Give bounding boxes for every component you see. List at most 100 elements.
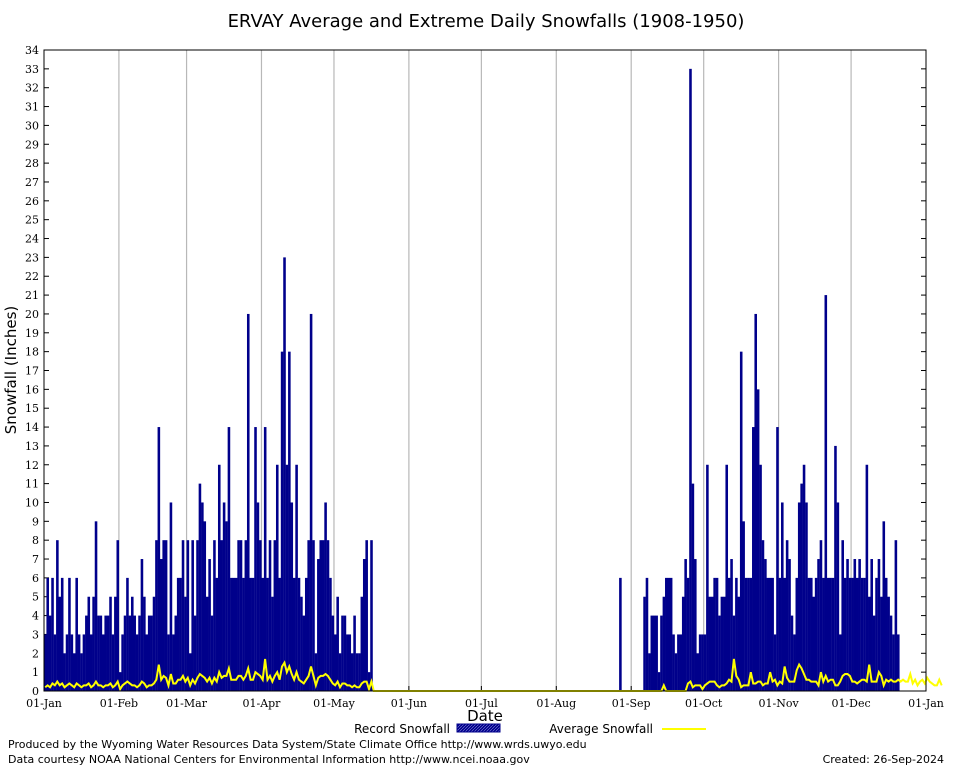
record-snowfall-bar: [85, 615, 88, 691]
record-snowfall-bar: [251, 577, 255, 691]
record-snowfall-bar: [295, 464, 298, 691]
record-snowfall-bar: [87, 596, 91, 691]
x-tick-label: 01-Apr: [242, 697, 281, 710]
record-snowfall-bar: [810, 577, 813, 691]
record-snowfall-bar: [312, 540, 315, 691]
record-snowfall-bar: [97, 615, 100, 691]
y-tick-label: 4: [32, 610, 39, 623]
record-snowfall-bar: [643, 596, 646, 691]
y-tick-label: 32: [25, 82, 39, 95]
record-snowfall-bar: [814, 577, 818, 691]
record-snowfall-bar: [669, 577, 673, 691]
record-snowfall-bar: [123, 615, 127, 691]
record-snowfall-bar: [701, 634, 704, 691]
record-snowfall-bar: [882, 521, 886, 691]
record-snowfall-bar: [713, 577, 716, 691]
y-tick-label: 9: [32, 515, 39, 528]
record-snowfall-bar: [718, 615, 721, 691]
record-snowfall-bar: [778, 577, 782, 691]
legend-record-swatch: [456, 723, 501, 733]
record-snowfall-bar: [768, 577, 772, 691]
record-snowfall-bar: [812, 596, 815, 691]
record-snowfall-bar: [94, 521, 98, 691]
record-snowfall-bar: [662, 596, 666, 691]
y-tick-label: 31: [25, 101, 39, 114]
record-snowfall-bar: [232, 577, 236, 691]
record-snowfall-bar: [213, 540, 216, 691]
record-snowfall-bar: [259, 540, 262, 691]
record-snowfall-bar: [863, 577, 866, 691]
record-snowfall-bar: [843, 577, 847, 691]
record-snowfall-bar: [58, 596, 62, 691]
record-snowfall-bar: [735, 577, 738, 691]
y-tick-label: 20: [25, 308, 39, 321]
record-snowfall-bar: [73, 653, 76, 691]
record-snowfall-bar: [215, 577, 219, 691]
y-tick-label: 23: [25, 251, 39, 264]
record-snowfall-bar: [114, 596, 117, 691]
record-snowfall-bar: [790, 615, 794, 691]
y-tick-label: 7: [32, 553, 39, 566]
record-snowfall-bar: [186, 540, 190, 691]
y-tick-label: 5: [32, 591, 39, 604]
record-snowfall-bar: [68, 577, 71, 691]
y-tick-label: 24: [25, 233, 39, 246]
record-snowfall-bar: [147, 615, 151, 691]
record-snowfall-bar: [696, 653, 700, 691]
record-snowfall-bar: [242, 577, 245, 691]
x-tick-label: 01-Nov: [759, 697, 800, 710]
y-tick-label: 21: [25, 289, 39, 302]
record-snowfall-bar: [278, 577, 281, 691]
record-snowfall-bar: [679, 634, 683, 691]
x-axis-ticks: 01-Jan 01-Feb 01-Mar 01-Apr 01-May 01-Jun 01-J…: [26, 686, 944, 710]
record-snowfall-bar: [302, 615, 306, 691]
record-snowfall-bar: [249, 577, 252, 691]
record-snowfall-bar: [698, 634, 702, 691]
record-snowfall-bar: [203, 521, 207, 691]
record-snowfall-bar: [887, 596, 890, 691]
record-snowfall-bar: [839, 634, 842, 691]
record-snowfall-bar: [689, 68, 692, 692]
record-snowfall-bar: [336, 596, 339, 691]
record-snowfall-bar: [75, 577, 78, 691]
record-snowfall-bar: [817, 559, 820, 691]
record-snowfall-bar: [836, 502, 840, 691]
record-snowfall-bar: [348, 634, 352, 691]
record-snowfall-bar: [865, 464, 869, 691]
record-snowfall-bar: [201, 502, 204, 691]
record-snowfall-bar: [795, 577, 799, 691]
record-snowfall-bar: [210, 615, 214, 691]
record-snowfall-bar: [275, 464, 279, 691]
record-snowfall-bar: [759, 464, 762, 691]
record-snowfall-bar: [162, 540, 165, 691]
y-tick-label: 14: [25, 421, 39, 434]
record-snowfall-bar: [280, 351, 284, 691]
y-tick-label: 16: [25, 383, 39, 396]
record-snowfall-bar: [686, 577, 690, 691]
record-snowfall-bar: [145, 634, 149, 691]
record-snowfall-bar: [730, 559, 733, 691]
record-snowfall-bar: [135, 634, 139, 691]
record-snowfall-bar: [198, 483, 202, 691]
y-tick-label: 12: [25, 459, 39, 472]
record-snowfall-bar: [652, 615, 656, 691]
legend: Record Snowfall Average Snowfall: [354, 722, 706, 736]
x-tick-label: 01-Aug: [536, 697, 576, 710]
record-snowfall-bar: [848, 577, 852, 691]
record-snowfall-bar: [834, 445, 837, 691]
y-tick-label: 11: [25, 478, 39, 491]
record-snowfall-bar: [766, 577, 770, 691]
record-snowfall-bar: [169, 502, 173, 691]
record-snowfall-bar: [283, 257, 286, 691]
record-snowfall-bar: [776, 427, 779, 691]
record-snowfall-bar: [51, 577, 54, 691]
record-snowfall-bar: [880, 596, 883, 691]
record-snowfall-bar: [650, 615, 654, 691]
record-snowfall-bar: [362, 559, 366, 691]
record-snowfall-bar: [70, 634, 74, 691]
record-snowfall-bar: [370, 540, 373, 691]
record-snowfall-bar: [897, 634, 900, 691]
y-tick-label: 6: [32, 572, 39, 585]
y-tick-label: 33: [25, 63, 39, 76]
